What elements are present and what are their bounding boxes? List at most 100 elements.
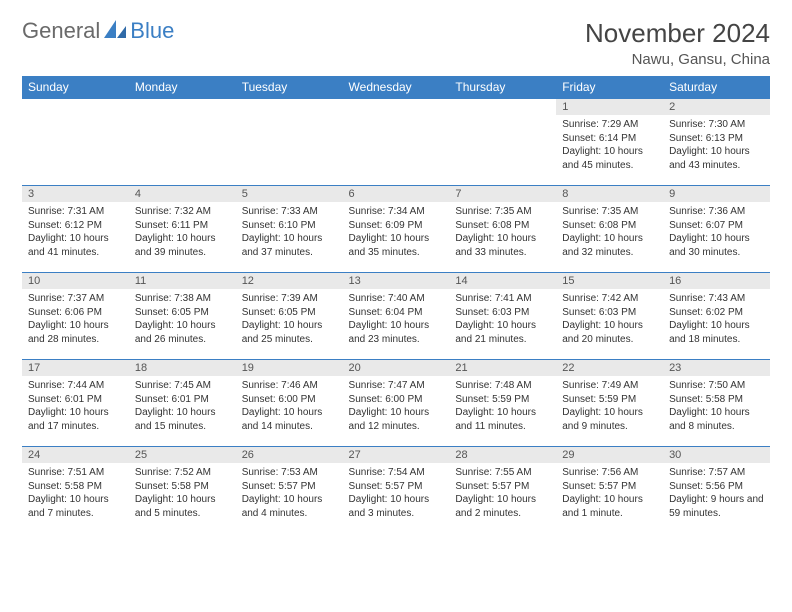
sunset-text: Sunset: 5:59 PM xyxy=(562,393,657,407)
brand-logo: General Blue xyxy=(22,18,174,44)
calendar-cell: 19Sunrise: 7:46 AMSunset: 6:00 PMDayligh… xyxy=(236,360,343,447)
calendar-cell: 10Sunrise: 7:37 AMSunset: 6:06 PMDayligh… xyxy=(22,273,129,360)
day-number: 14 xyxy=(449,273,556,289)
day-details: Sunrise: 7:34 AMSunset: 6:09 PMDaylight:… xyxy=(343,202,450,262)
weekday-header: Sunday xyxy=(22,76,129,99)
sunset-text: Sunset: 5:57 PM xyxy=(349,480,444,494)
sunrise-text: Sunrise: 7:38 AM xyxy=(135,292,230,306)
sunset-text: Sunset: 6:13 PM xyxy=(669,132,764,146)
daylight-text: Daylight: 10 hours and 43 minutes. xyxy=(669,145,764,172)
calendar-cell: 8Sunrise: 7:35 AMSunset: 6:08 PMDaylight… xyxy=(556,186,663,273)
calendar-cell: 4Sunrise: 7:32 AMSunset: 6:11 PMDaylight… xyxy=(129,186,236,273)
day-details: Sunrise: 7:55 AMSunset: 5:57 PMDaylight:… xyxy=(449,463,556,523)
weekday-header: Tuesday xyxy=(236,76,343,99)
day-number: 3 xyxy=(22,186,129,202)
daylight-text: Daylight: 10 hours and 20 minutes. xyxy=(562,319,657,346)
calendar-cell xyxy=(22,99,129,186)
daylight-text: Daylight: 10 hours and 35 minutes. xyxy=(349,232,444,259)
daylight-text: Daylight: 10 hours and 33 minutes. xyxy=(455,232,550,259)
day-number: 6 xyxy=(343,186,450,202)
sunset-text: Sunset: 6:01 PM xyxy=(28,393,123,407)
day-details: Sunrise: 7:37 AMSunset: 6:06 PMDaylight:… xyxy=(22,289,129,349)
day-number: 2 xyxy=(663,99,770,115)
sunset-text: Sunset: 6:02 PM xyxy=(669,306,764,320)
sunset-text: Sunset: 5:56 PM xyxy=(669,480,764,494)
sunrise-text: Sunrise: 7:54 AM xyxy=(349,466,444,480)
calendar-cell: 27Sunrise: 7:54 AMSunset: 5:57 PMDayligh… xyxy=(343,447,450,534)
day-details: Sunrise: 7:38 AMSunset: 6:05 PMDaylight:… xyxy=(129,289,236,349)
calendar-cell: 9Sunrise: 7:36 AMSunset: 6:07 PMDaylight… xyxy=(663,186,770,273)
calendar-week-row: 24Sunrise: 7:51 AMSunset: 5:58 PMDayligh… xyxy=(22,447,770,534)
day-number: 23 xyxy=(663,360,770,376)
day-details: Sunrise: 7:39 AMSunset: 6:05 PMDaylight:… xyxy=(236,289,343,349)
calendar-cell: 24Sunrise: 7:51 AMSunset: 5:58 PMDayligh… xyxy=(22,447,129,534)
weekday-header: Wednesday xyxy=(343,76,450,99)
day-number: 29 xyxy=(556,447,663,463)
weekday-header: Saturday xyxy=(663,76,770,99)
location-subtitle: Nawu, Gansu, China xyxy=(585,51,770,68)
daylight-text: Daylight: 10 hours and 30 minutes. xyxy=(669,232,764,259)
sunset-text: Sunset: 5:59 PM xyxy=(455,393,550,407)
sunrise-text: Sunrise: 7:45 AM xyxy=(135,379,230,393)
day-details: Sunrise: 7:46 AMSunset: 6:00 PMDaylight:… xyxy=(236,376,343,436)
calendar-cell: 2 Sunrise: 7:30 AMSunset: 6:13 PMDaylight… xyxy=(663,99,770,186)
calendar-cell: 22Sunrise: 7:49 AMSunset: 5:59 PMDayligh… xyxy=(556,360,663,447)
day-details: Sunrise: 7:29 AMSunset: 6:14 PMDaylight:… xyxy=(556,115,663,175)
day-details: Sunrise: 7:52 AMSunset: 5:58 PMDaylight:… xyxy=(129,463,236,523)
sunset-text: Sunset: 5:58 PM xyxy=(135,480,230,494)
calendar-cell: 11Sunrise: 7:38 AMSunset: 6:05 PMDayligh… xyxy=(129,273,236,360)
day-details: Sunrise: 7:48 AMSunset: 5:59 PMDaylight:… xyxy=(449,376,556,436)
day-number: 24 xyxy=(22,447,129,463)
sunrise-text: Sunrise: 7:35 AM xyxy=(455,205,550,219)
sunset-text: Sunset: 6:03 PM xyxy=(562,306,657,320)
daylight-text: Daylight: 10 hours and 41 minutes. xyxy=(28,232,123,259)
calendar-cell: 20Sunrise: 7:47 AMSunset: 6:00 PMDayligh… xyxy=(343,360,450,447)
daylight-text: Daylight: 10 hours and 28 minutes. xyxy=(28,319,123,346)
calendar-week-row: 3Sunrise: 7:31 AMSunset: 6:12 PMDaylight… xyxy=(22,186,770,273)
day-number: 25 xyxy=(129,447,236,463)
calendar-cell: 15Sunrise: 7:42 AMSunset: 6:03 PMDayligh… xyxy=(556,273,663,360)
sunrise-text: Sunrise: 7:50 AM xyxy=(669,379,764,393)
daylight-text: Daylight: 9 hours and 59 minutes. xyxy=(669,493,764,520)
sunrise-text: Sunrise: 7:30 AM xyxy=(669,118,764,132)
sunset-text: Sunset: 6:03 PM xyxy=(455,306,550,320)
calendar-cell: 12Sunrise: 7:39 AMSunset: 6:05 PMDayligh… xyxy=(236,273,343,360)
logo-text-left: General xyxy=(22,18,100,44)
day-details: Sunrise: 7:33 AMSunset: 6:10 PMDaylight:… xyxy=(236,202,343,262)
calendar-cell: 28Sunrise: 7:55 AMSunset: 5:57 PMDayligh… xyxy=(449,447,556,534)
day-details: Sunrise: 7:42 AMSunset: 6:03 PMDaylight:… xyxy=(556,289,663,349)
calendar-cell: 30Sunrise: 7:57 AMSunset: 5:56 PMDayligh… xyxy=(663,447,770,534)
day-details: Sunrise: 7:32 AMSunset: 6:11 PMDaylight:… xyxy=(129,202,236,262)
daylight-text: Daylight: 10 hours and 9 minutes. xyxy=(562,406,657,433)
day-number: 21 xyxy=(449,360,556,376)
day-number: 8 xyxy=(556,186,663,202)
sunrise-text: Sunrise: 7:53 AM xyxy=(242,466,337,480)
day-details: Sunrise: 7:45 AMSunset: 6:01 PMDaylight:… xyxy=(129,376,236,436)
daylight-text: Daylight: 10 hours and 25 minutes. xyxy=(242,319,337,346)
sunrise-text: Sunrise: 7:46 AM xyxy=(242,379,337,393)
day-number: 28 xyxy=(449,447,556,463)
daylight-text: Daylight: 10 hours and 7 minutes. xyxy=(28,493,123,520)
calendar-cell: 17Sunrise: 7:44 AMSunset: 6:01 PMDayligh… xyxy=(22,360,129,447)
daylight-text: Daylight: 10 hours and 18 minutes. xyxy=(669,319,764,346)
day-number: 20 xyxy=(343,360,450,376)
calendar-cell xyxy=(129,99,236,186)
day-details: Sunrise: 7:54 AMSunset: 5:57 PMDaylight:… xyxy=(343,463,450,523)
calendar-cell: 3Sunrise: 7:31 AMSunset: 6:12 PMDaylight… xyxy=(22,186,129,273)
sunrise-text: Sunrise: 7:32 AM xyxy=(135,205,230,219)
day-details: Sunrise: 7:53 AMSunset: 5:57 PMDaylight:… xyxy=(236,463,343,523)
daylight-text: Daylight: 10 hours and 2 minutes. xyxy=(455,493,550,520)
calendar-cell xyxy=(449,99,556,186)
sunrise-text: Sunrise: 7:31 AM xyxy=(28,205,123,219)
day-number: 22 xyxy=(556,360,663,376)
sunset-text: Sunset: 6:01 PM xyxy=(135,393,230,407)
day-number: 7 xyxy=(449,186,556,202)
day-details: Sunrise: 7:57 AMSunset: 5:56 PMDaylight:… xyxy=(663,463,770,523)
sunrise-text: Sunrise: 7:37 AM xyxy=(28,292,123,306)
day-number: 12 xyxy=(236,273,343,289)
day-number: 30 xyxy=(663,447,770,463)
day-number: 5 xyxy=(236,186,343,202)
sunrise-text: Sunrise: 7:40 AM xyxy=(349,292,444,306)
day-number: 16 xyxy=(663,273,770,289)
daylight-text: Daylight: 10 hours and 26 minutes. xyxy=(135,319,230,346)
